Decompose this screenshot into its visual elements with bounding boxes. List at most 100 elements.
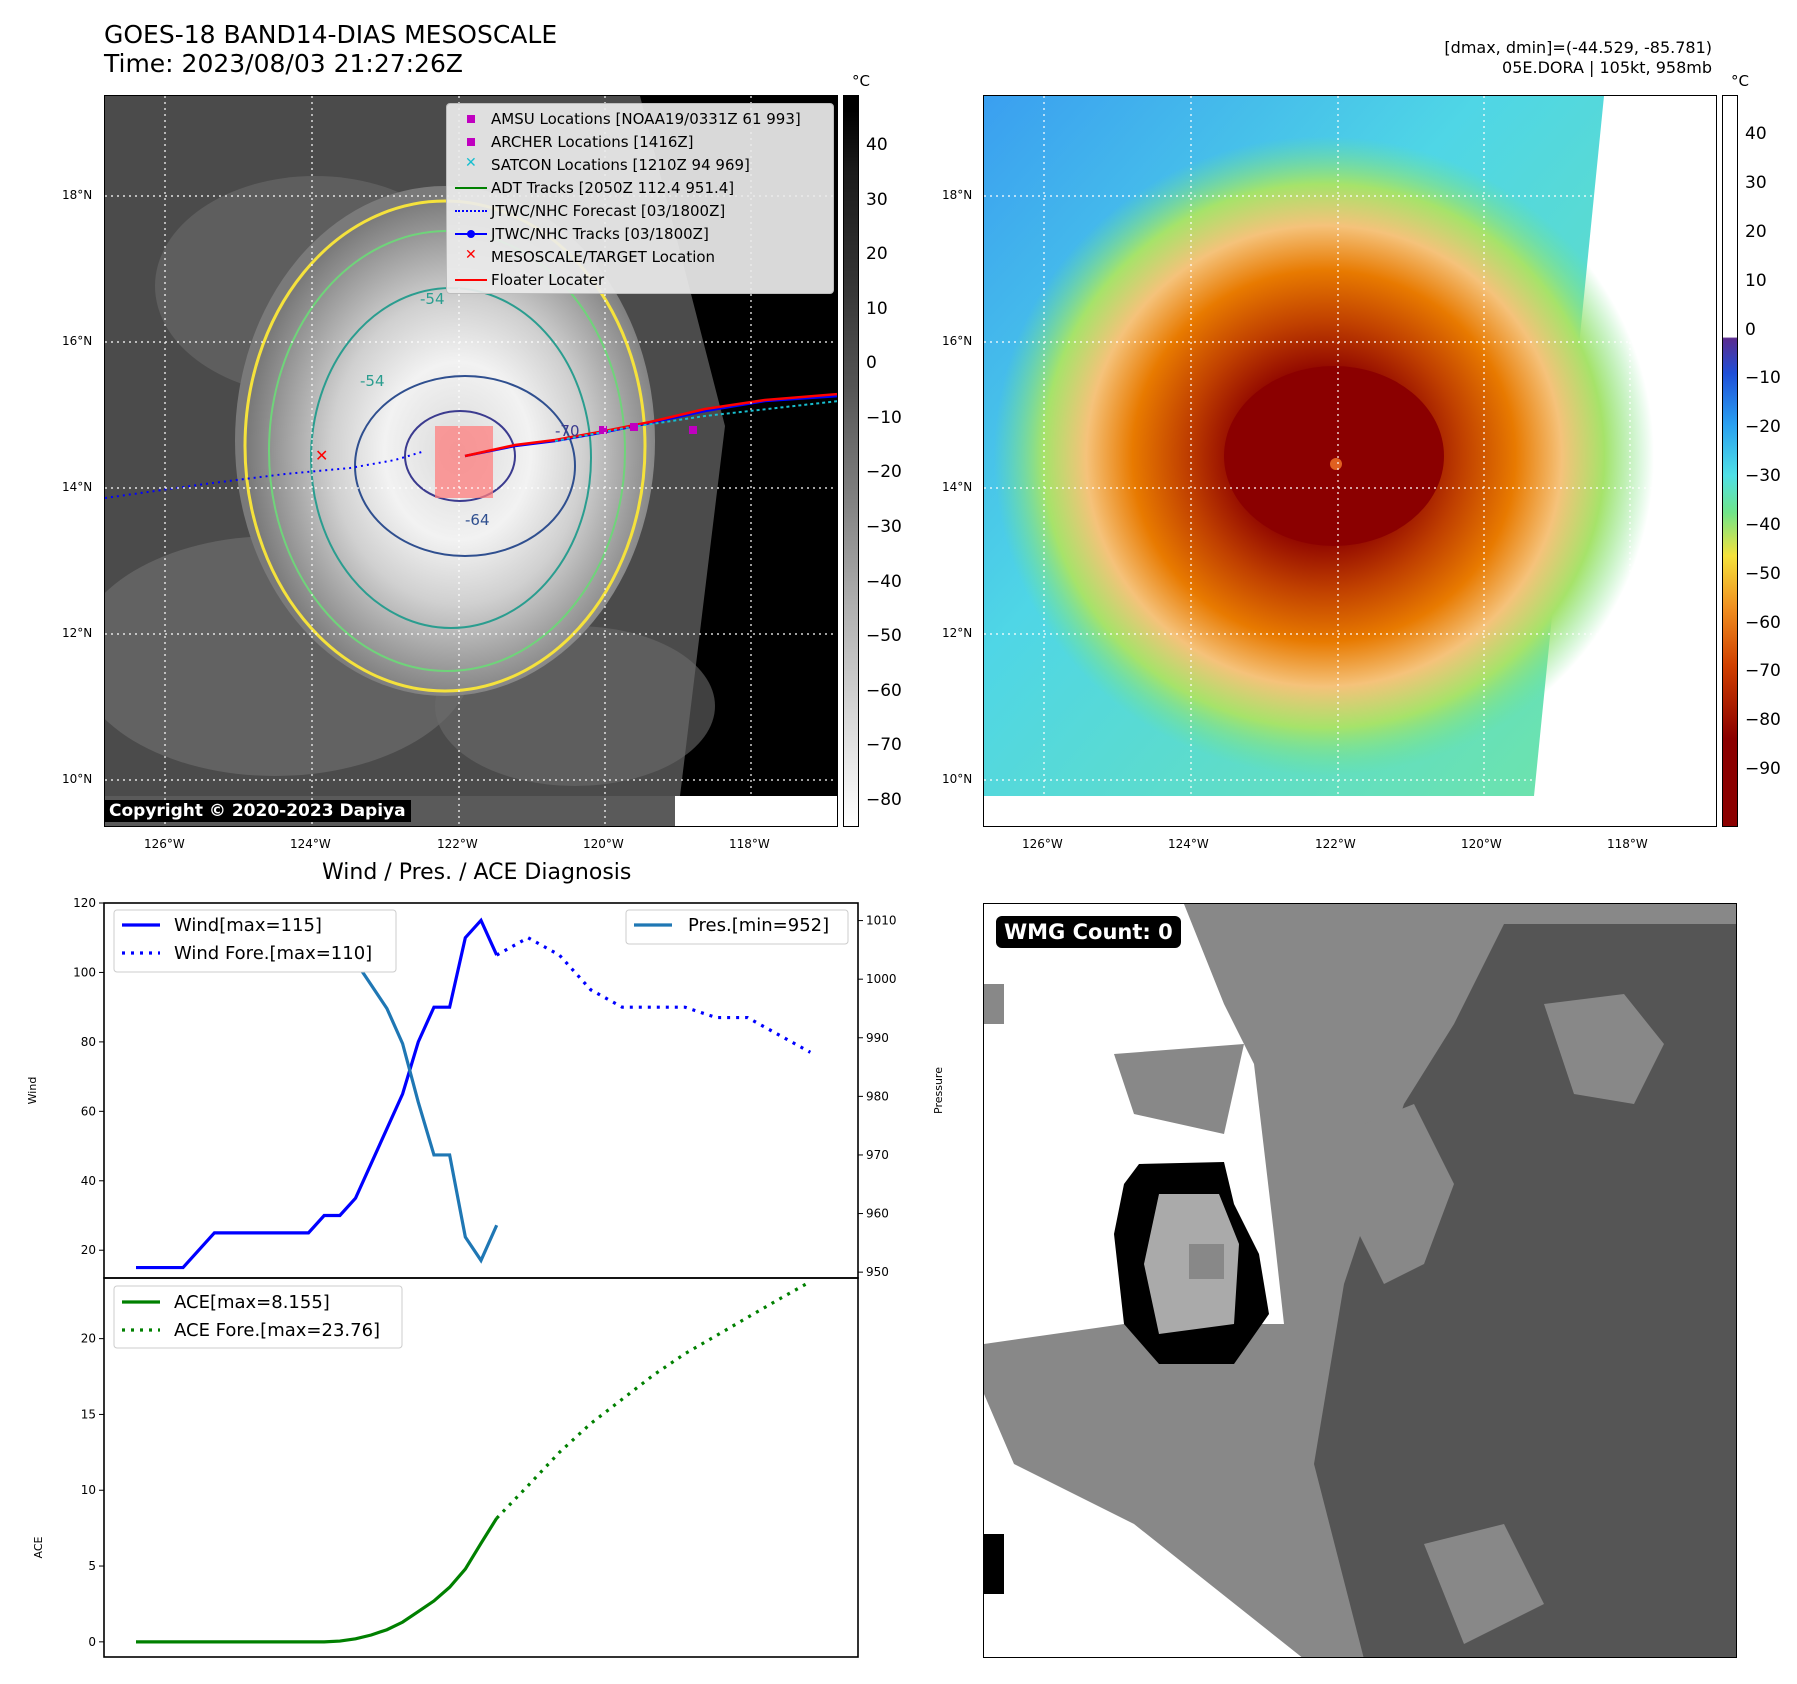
chart-title: Wind / Pres. / ACE Diagnosis	[322, 860, 632, 885]
series-line-0	[136, 917, 499, 1270]
track-legend: AMSU Locations [NOAA19/0331Z 61 993] ARC…	[446, 103, 834, 294]
colorbar-tick-label: −70	[1745, 661, 1781, 682]
lat-label: 18°N	[942, 188, 973, 202]
lon-label: 122°W	[437, 837, 478, 851]
y-tick-label: 10	[81, 1483, 96, 1497]
y-right-tick-label: 980	[866, 1089, 889, 1103]
legend-label-ace: ACE[max=8.155]	[174, 1292, 330, 1313]
lat-label: 18°N	[62, 188, 93, 202]
colorbar-tick-label: 20	[866, 244, 888, 265]
colorbar-tick-label: −50	[1745, 563, 1781, 584]
colorbar-tick-label: 40	[866, 135, 888, 156]
storm-info-text: 05E.DORA | 105kt, 958mb	[1502, 58, 1712, 77]
legend-item-mesoscale: ✕ MESOSCALE/TARGET Location	[451, 245, 833, 268]
lon-label: 118°W	[729, 837, 770, 851]
lat-label: 12°N	[942, 626, 973, 640]
colorbar-tick-label: −30	[866, 516, 902, 537]
colorbar-tick-label: 10	[1745, 270, 1767, 291]
legend-label-wind: Wind[max=115]	[174, 915, 322, 936]
legend-item-floater: Floater Locater	[451, 268, 833, 291]
legend-item-satcon: ✕ SATCON Locations [1210Z 94 969]	[451, 153, 833, 176]
contour-label: -54	[420, 290, 445, 308]
storm-summary: [dmax, dmin]=(-44.529, -85.781) 05E.DORA…	[1444, 38, 1712, 78]
colorbar-tick-label: −10	[1745, 368, 1781, 389]
y-right-tick-label: 960	[866, 1207, 889, 1221]
legend-label-ace-fore: ACE Fore.[max=23.76]	[174, 1320, 380, 1341]
y-tick-label: 0	[88, 1635, 96, 1649]
pres-legend-box	[625, 909, 849, 945]
copyright-badge: Copyright © 2020-2023 Dapiya	[104, 800, 411, 822]
y-axis-label: Wind	[26, 1077, 39, 1105]
colorbar-tick-label: −40	[866, 571, 902, 592]
y-right-axis-label: Pressure	[932, 1067, 945, 1114]
square-marker-icon	[451, 132, 491, 152]
y-axis-label: ACE	[32, 1536, 45, 1558]
colorbar-tick-label: −80	[866, 789, 902, 810]
legend-item-amsu: AMSU Locations [NOAA19/0331Z 61 993]	[451, 107, 833, 130]
colorbar-unit: °C	[852, 72, 870, 90]
y-tick-label: 5	[88, 1559, 96, 1573]
colorbar-tick-label: 0	[1745, 319, 1756, 340]
line-icon	[451, 178, 491, 198]
lon-label: 126°W	[144, 837, 185, 851]
lon-label: 120°W	[1461, 837, 1502, 851]
lon-label: 118°W	[1607, 837, 1648, 851]
lat-label: 12°N	[62, 626, 93, 640]
colorbar-tick-label: −60	[866, 680, 902, 701]
y-tick-label: 20	[81, 1243, 96, 1257]
lat-label: 14°N	[942, 480, 973, 494]
lon-label: 124°W	[290, 837, 331, 851]
lat-label: 16°N	[942, 334, 973, 348]
contour-label: -64	[465, 511, 490, 529]
wmg-count-badge: WMG Count: 0	[996, 916, 1181, 948]
y-tick-label: 15	[81, 1407, 96, 1421]
dotted-line-icon	[451, 201, 491, 221]
colorbar-tick-label: −40	[1745, 514, 1781, 535]
colorbar-tick-label: −70	[866, 735, 902, 756]
y-tick-label: 80	[81, 1035, 96, 1049]
y-right-tick-label: 970	[866, 1148, 889, 1162]
legend-item-archer: ARCHER Locations [1416Z]	[451, 130, 833, 153]
lon-label: 126°W	[1022, 837, 1063, 851]
ace-series-line-0	[136, 1517, 499, 1644]
legend-label-wind-fore: Wind Fore.[max=110]	[174, 943, 372, 964]
grayscale-colorbar	[843, 95, 859, 827]
colorbar-tick-label: 10	[866, 298, 888, 319]
colorbar-tick-label: −60	[1745, 612, 1781, 633]
lat-label: 10°N	[942, 772, 973, 786]
line-dot-icon	[451, 224, 491, 244]
mesoscale-target-marker: ✕	[315, 446, 328, 465]
colorbar-tick-label: −10	[866, 407, 902, 428]
y-right-tick-label: 950	[866, 1265, 889, 1279]
legend-item-adt: ADT Tracks [2050Z 112.4 951.4]	[451, 176, 833, 199]
y-tick-label: 60	[81, 1104, 96, 1118]
title-product: GOES-18 BAND14-DIAS MESOSCALE	[104, 20, 558, 49]
y-tick-label: 40	[81, 1174, 96, 1188]
archer-marker	[630, 423, 638, 431]
colorbar-tick-label: −80	[1745, 710, 1781, 731]
amsu-marker	[599, 426, 607, 434]
colorbar-tick-label: −20	[866, 462, 902, 483]
legend-label-pres: Pres.[min=952]	[688, 915, 829, 936]
title-time: Time: 2023/08/03 21:27:26Z	[104, 49, 463, 78]
amsu-marker-2	[689, 426, 697, 434]
line-icon	[451, 270, 491, 290]
wind-legend-box	[113, 909, 397, 973]
y-right-tick-label: 1000	[866, 972, 897, 986]
y-right-tick-label: 990	[866, 1031, 889, 1045]
square-marker-icon	[451, 109, 491, 129]
colorbar-unit: °C	[1731, 72, 1749, 90]
lat-label: 10°N	[62, 772, 93, 786]
legend-item-forecast: JTWC/NHC Forecast [03/1800Z]	[451, 199, 833, 222]
lon-label: 120°W	[583, 837, 624, 851]
ir-enhanced-image	[984, 96, 1716, 826]
y-tick-label: 120	[73, 896, 96, 910]
x-marker-icon: ✕	[465, 154, 477, 171]
colorbar-tick-label: 40	[1745, 124, 1767, 145]
legend-item-tracks: JTWC/NHC Tracks [03/1800Z]	[451, 222, 833, 245]
colorbar-tick-label: 30	[866, 189, 888, 210]
colorbar-tick-label: 30	[1745, 173, 1767, 194]
lon-label: 122°W	[1315, 837, 1356, 851]
lat-label: 14°N	[62, 480, 93, 494]
contour-label: -70	[555, 422, 580, 440]
